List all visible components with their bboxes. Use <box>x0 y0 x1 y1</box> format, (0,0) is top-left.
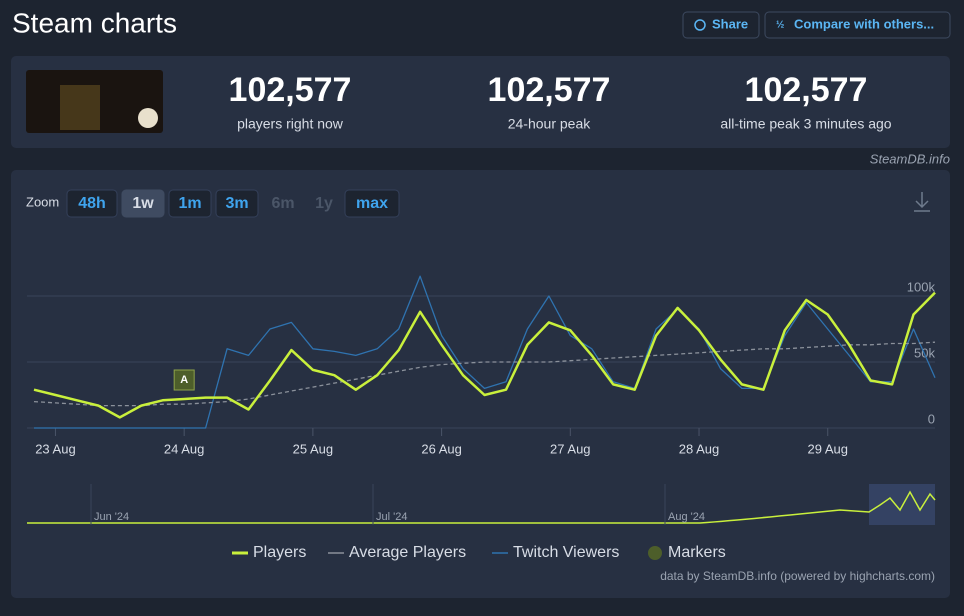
thumbnail-art <box>60 85 100 130</box>
share-label: Share <box>712 16 748 31</box>
series-line <box>33 341 936 407</box>
series-line <box>34 275 936 429</box>
credit: data by SteamDB.info (powered by highcha… <box>660 569 935 583</box>
navigator[interactable] <box>27 484 935 525</box>
marker[interactable] <box>173 369 195 391</box>
compare-label: Compare with others... <box>794 16 934 31</box>
download-icon[interactable] <box>914 192 930 212</box>
x-tick-label: 26 Aug <box>421 441 462 456</box>
zoom-button-label: 1y <box>315 195 333 212</box>
stat-label: all-time peak 3 minutes ago <box>720 116 891 132</box>
navigator-label: Jul '24 <box>376 511 407 523</box>
y-tick-label: 50k <box>914 345 935 360</box>
zoom-label: Zoom <box>26 194 59 209</box>
stat-label: players right now <box>237 116 344 132</box>
page-title: Steam charts <box>12 7 177 38</box>
legend-label[interactable]: Markers <box>668 544 726 561</box>
navigator-label: Jun '24 <box>94 511 129 523</box>
thumbnail-emblem <box>138 108 158 128</box>
series-line <box>33 291 936 419</box>
x-tick-label: 25 Aug <box>293 441 334 456</box>
legend-label[interactable]: Players <box>253 544 306 561</box>
stats-panel <box>11 56 950 148</box>
stat-value: 102,577 <box>745 71 868 109</box>
zoom-buttons: 48h 1w 1m 3m 6m 1y max <box>66 189 400 218</box>
zoom-button-label: 1w <box>132 195 154 212</box>
zoom-button[interactable] <box>215 189 259 218</box>
zoom-button[interactable] <box>66 189 118 218</box>
zoom-button-label: 3m <box>225 195 248 212</box>
compare-button[interactable] <box>764 11 951 39</box>
stat-value: 102,577 <box>488 71 611 109</box>
marker-label: A <box>180 374 188 386</box>
zoom-button-label: 48h <box>78 195 106 212</box>
navigator-labels: Jun '24 Jul '24 Aug '24 <box>90 484 705 525</box>
legend-label[interactable]: Average Players <box>349 544 466 561</box>
zoom-button-label: 6m <box>271 195 294 212</box>
x-tick-label: 28 Aug <box>679 441 720 456</box>
legend-label[interactable]: Twitch Viewers <box>513 544 619 561</box>
source-label: SteamDB.info <box>870 151 950 166</box>
navigator-label: Aug '24 <box>668 511 705 523</box>
zoom-button[interactable] <box>168 189 212 218</box>
x-tick-label: 29 Aug <box>807 441 848 456</box>
x-tick-label: 24 Aug <box>164 441 205 456</box>
share-button[interactable] <box>682 11 760 39</box>
legend: Players Average Players Twitch Viewers Mark… <box>232 544 726 561</box>
plot: 0 50k 100k 23 Aug 24 Aug 25 Aug 26 Aug 27 Aug 28… <box>27 275 936 456</box>
x-tick-label: 27 Aug <box>550 441 591 456</box>
y-tick-label: 100k <box>907 279 936 294</box>
share-icon <box>694 19 706 31</box>
zoom-button-label: 1m <box>178 195 201 212</box>
stat-label: 24-hour peak <box>508 116 592 132</box>
y-tick-label: 0 <box>928 411 935 426</box>
stat-value: 102,577 <box>229 71 352 109</box>
x-tick-label: 23 Aug <box>35 441 76 456</box>
zoom-button[interactable] <box>344 189 400 218</box>
legend-swatch[interactable] <box>648 546 662 560</box>
navigator-series <box>27 490 936 524</box>
compare-icon: ½ <box>776 20 784 31</box>
navigator-window[interactable] <box>869 484 935 525</box>
zoom-button-label: max <box>356 195 388 212</box>
zoom-button[interactable] <box>121 189 165 218</box>
